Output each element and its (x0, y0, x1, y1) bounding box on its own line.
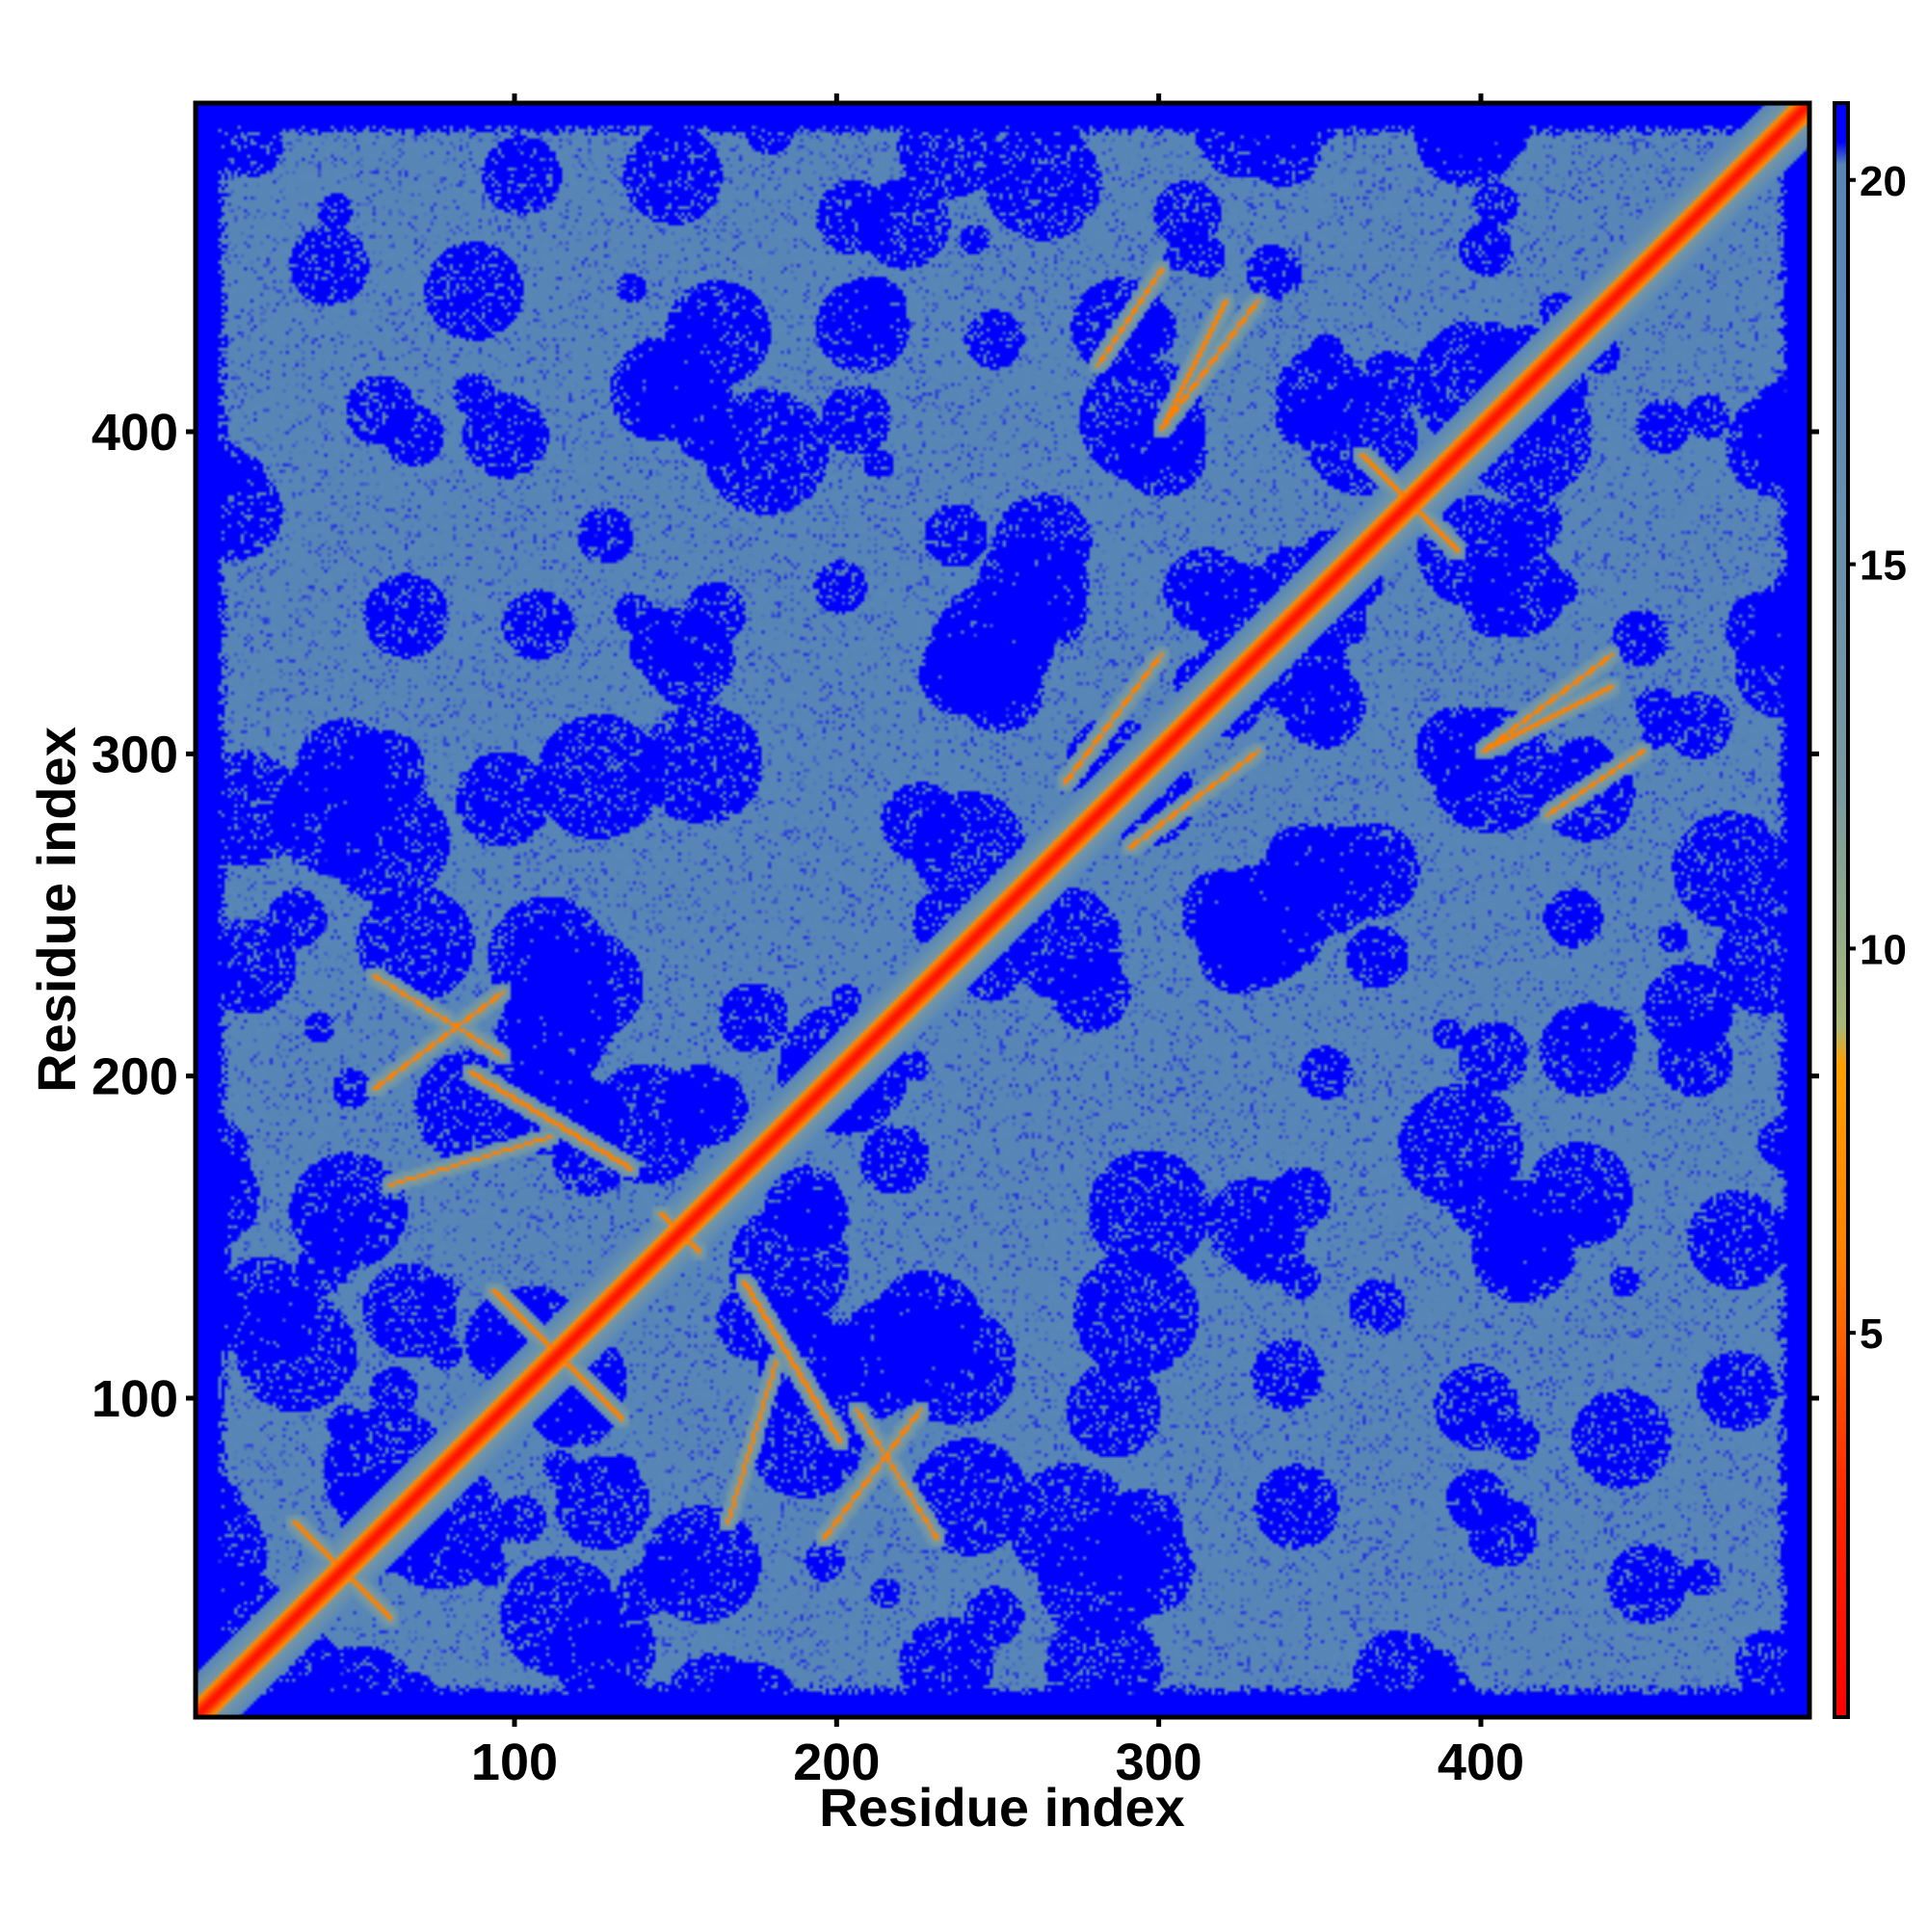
x-tick-label: 400 (1438, 1734, 1524, 1791)
heatmap-image (196, 103, 1809, 1717)
colorbar-tick-label: 15 (1860, 543, 1907, 590)
colorbar-tick-label: 10 (1860, 926, 1907, 973)
y-tick-label: 400 (92, 404, 178, 462)
x-tick-label: 200 (793, 1734, 880, 1791)
x-tick-label: 300 (1116, 1734, 1202, 1791)
colorbar-tick-label: 5 (1860, 1310, 1883, 1358)
y-tick-label: 300 (92, 726, 178, 783)
colorbar: 5 10 15 20 (1833, 101, 1907, 1719)
y-tick-label: 200 (92, 1048, 178, 1106)
y-tick-label: 100 (92, 1370, 178, 1428)
heatmap (196, 103, 1809, 1717)
y-axis-label: Residue index (26, 727, 87, 1093)
colorbar-fill (1833, 101, 1850, 1719)
x-axis-label: Residue index (819, 1777, 1185, 1838)
colorbar-ticks: 5 10 15 20 (1848, 158, 1907, 1358)
plot-frame (193, 100, 1812, 1720)
x-axis: 100 200 300 400 (471, 93, 1524, 1791)
x-tick-label: 100 (471, 1734, 558, 1791)
y-axis: 100 200 300 400 (92, 404, 1819, 1428)
colorbar-tick-label: 20 (1860, 158, 1907, 205)
